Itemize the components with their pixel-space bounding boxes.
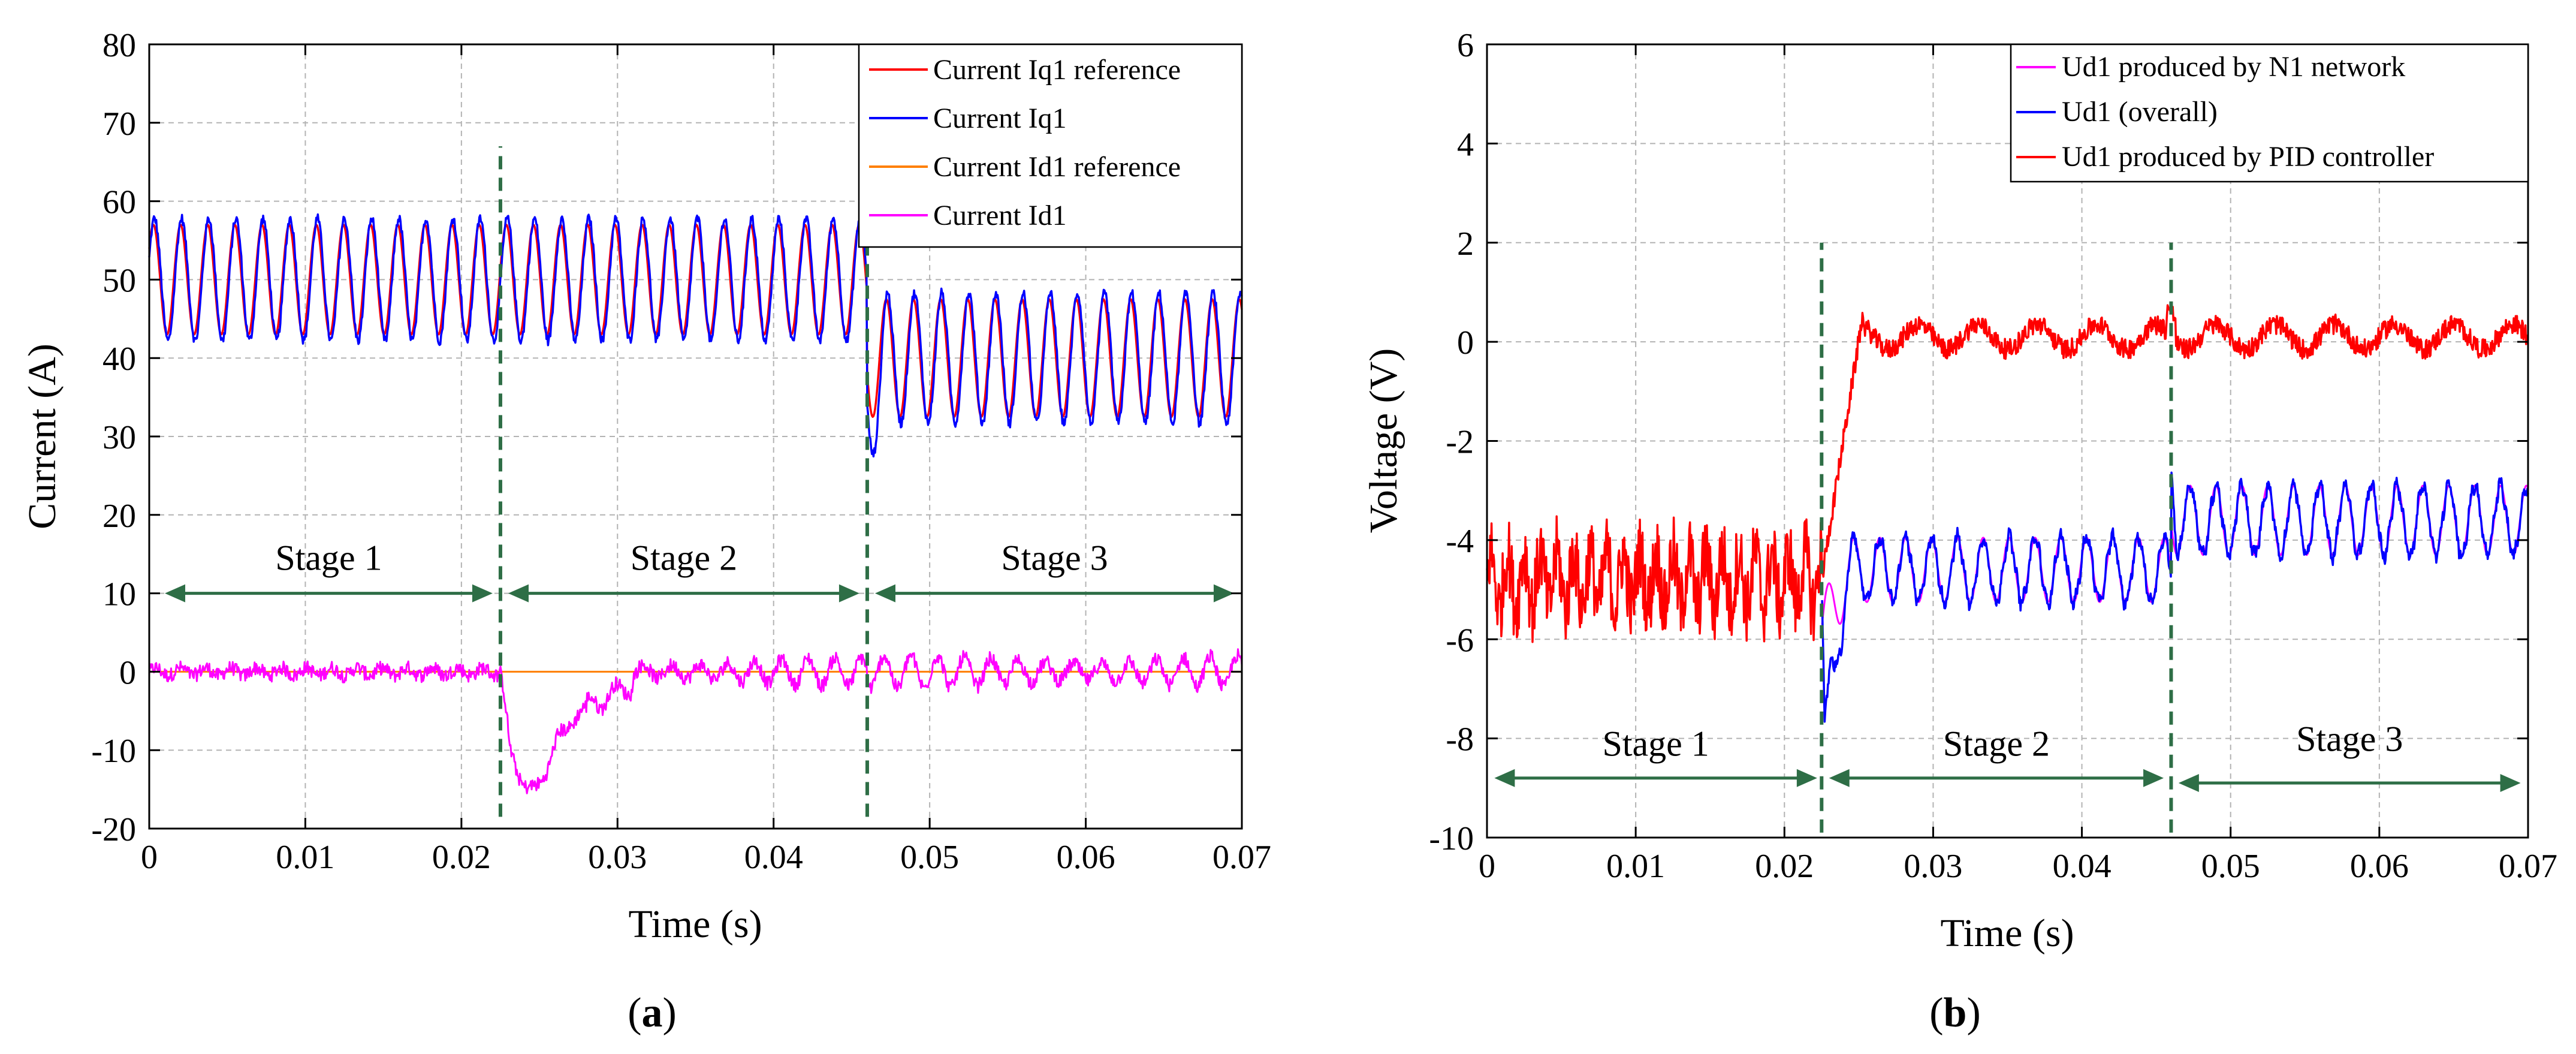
series-line-id1: [148, 648, 1243, 794]
y-tick-label: -8: [1446, 721, 1474, 758]
panel-label-b: (b): [1929, 990, 1981, 1036]
y-tick-label: 70: [102, 106, 136, 143]
y-tick-label: -10: [91, 733, 136, 770]
y-tick-label: 0: [119, 654, 136, 691]
chart-panel-b: Stage 1 Stage 2 Stage 3 0 0.01 0.02 0.03 0.04 0…: [1362, 27, 2557, 1036]
stage-markers: Stage 1 Stage 2 Stage 3: [165, 146, 1234, 817]
x-tick-label: 0.02: [432, 839, 491, 876]
panel-label-a: (a): [628, 990, 677, 1036]
legend-label-id: Current Id1: [933, 200, 1067, 231]
stage-arrow-head-right: [1213, 584, 1234, 603]
stage-label: Stage 3: [2296, 719, 2403, 758]
stage-label: Stage 2: [631, 538, 737, 577]
y-axis-label: Current (A): [20, 344, 64, 529]
stage-arrow-head-left: [1494, 769, 1515, 787]
stage-label: Stage 1: [275, 538, 382, 577]
stage-label: Stage 3: [1001, 538, 1108, 577]
stage-arrow-head-right: [838, 584, 859, 603]
x-tick-label: 0.03: [1904, 848, 1962, 885]
series-line-iq1: [148, 213, 1243, 458]
y-tick-label: -10: [1429, 820, 1474, 857]
grid: [149, 44, 1242, 829]
y-tick-label: -6: [1446, 622, 1474, 659]
x-tick-label: 0.06: [2350, 848, 2409, 885]
series-line-ud1-overall: [1821, 471, 2529, 723]
y-axis-label: Voltage (V): [1362, 348, 1405, 534]
y-tick-label: 10: [102, 576, 136, 613]
y-tick-label: 50: [102, 262, 136, 299]
x-tick-label: 0.05: [2201, 848, 2260, 885]
y-tick-label: -20: [91, 811, 136, 848]
stage-arrow-head-left: [508, 584, 529, 603]
legend-label-id-ref: Current Id1 reference: [933, 151, 1181, 183]
legend-label-pid: Ud1 produced by PID controller: [2062, 141, 2434, 173]
x-tick-label: 0: [1479, 848, 1495, 885]
axis-ticks: 0 0.01 0.02 0.03 0.04 0.05 0.06 0.07 -10 -8 -6 -4 -2…: [1429, 27, 2557, 885]
y-tick-label: -2: [1446, 424, 1474, 461]
y-tick-label: 60: [102, 184, 136, 221]
chart-panel-a: Stage 1 Stage 2 Stage 3 0 0.01 0.02 0.03 0.04 0…: [20, 27, 1271, 1036]
legend-label-n1: Ud1 produced by N1 network: [2062, 51, 2405, 83]
legend-label-iq-ref: Current Iq1 reference: [933, 54, 1181, 86]
axis-ticks: 0 0.01 0.02 0.03 0.04 0.05 0.06 0.07 -20 -10 0 10 20…: [91, 27, 1271, 876]
x-tick-label: 0.03: [588, 839, 647, 876]
plot-lines: [148, 213, 1243, 794]
y-tick-label: 80: [102, 27, 136, 64]
x-tick-label: 0.02: [1755, 848, 1814, 885]
legend: Current Iq1 reference Current Iq1 Curren…: [858, 43, 1243, 248]
stage-label: Stage 2: [1943, 724, 2050, 764]
plot-lines: [1486, 304, 2529, 723]
y-tick-label: 30: [102, 419, 136, 456]
y-tick-label: -4: [1446, 523, 1474, 560]
stage-arrow-head-left: [1829, 769, 1850, 787]
legend-label-overall: Ud1 (overall): [2062, 96, 2218, 128]
x-axis-label: Time (s): [628, 902, 762, 946]
stage-arrow-head-right: [472, 584, 493, 603]
y-tick-label: 6: [1457, 27, 1474, 64]
y-tick-label: 0: [1457, 324, 1474, 362]
x-axis-label: Time (s): [1940, 911, 2074, 955]
legend: Ud1 produced by N1 network Ud1 (overall)…: [2010, 43, 2529, 183]
x-tick-label: 0.04: [2053, 848, 2112, 885]
legend-label-iq: Current Iq1: [933, 103, 1067, 134]
stage-arrow-head-left: [165, 584, 186, 603]
y-tick-label: 40: [102, 341, 136, 378]
x-tick-label: 0.07: [2499, 848, 2557, 885]
x-tick-label: 0.07: [1212, 839, 1271, 876]
x-tick-label: 0.06: [1057, 839, 1115, 876]
legend-box: [2010, 43, 2529, 183]
series-line-ud1-pid: [1486, 304, 2529, 643]
y-tick-label: 2: [1457, 225, 1474, 263]
x-tick-label: 0.05: [900, 839, 959, 876]
y-tick-label: 20: [102, 498, 136, 535]
legend-box: [858, 43, 1243, 248]
x-tick-label: 0.04: [744, 839, 803, 876]
x-tick-label: 0: [141, 839, 158, 876]
x-tick-label: 0.01: [276, 839, 334, 876]
stage-arrow-head-left: [874, 584, 895, 603]
stage-arrow-head-right: [1796, 769, 1817, 787]
x-tick-label: 0.01: [1606, 848, 1665, 885]
stage-label: Stage 1: [1602, 724, 1709, 764]
stage-arrow-head-right: [2143, 769, 2164, 787]
stage-arrow-head-right: [2500, 774, 2521, 793]
y-tick-label: 4: [1457, 126, 1474, 163]
stage-arrow-head-left: [2178, 774, 2199, 793]
stage-markers: Stage 1 Stage 2 Stage 3: [1494, 242, 2521, 833]
